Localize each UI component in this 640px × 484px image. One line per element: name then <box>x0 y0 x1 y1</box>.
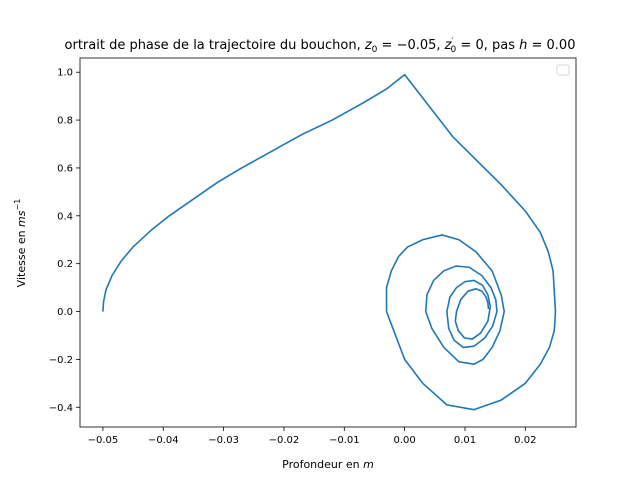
y-tick-label: 0.0 <box>57 307 73 318</box>
x-tick-label: −0.03 <box>208 435 239 446</box>
x-axis-label: Profondeur en m <box>282 458 374 471</box>
x-tick-label: 0.00 <box>393 435 415 446</box>
x-axis-ticks: −0.05 −0.04 −0.03 −0.02 −0.01 0.00 0.01 0.02 <box>88 427 536 446</box>
y-tick-label: −0.4 <box>49 403 73 414</box>
y-tick-label: 0.4 <box>57 211 73 222</box>
x-tick-label: −0.05 <box>88 435 119 446</box>
chart-title: ortrait de phase de la trajectoire du bo… <box>65 37 576 55</box>
x-tick-label: −0.02 <box>269 435 300 446</box>
y-axis-ticks: −0.4 −0.2 0.0 0.2 0.4 0.6 0.8 1.0 <box>49 68 80 414</box>
y-tick-label: 0.2 <box>57 259 73 270</box>
x-tick-label: 0.01 <box>454 435 476 446</box>
trajectory-line <box>102 73 557 411</box>
y-tick-label: −0.2 <box>49 355 73 366</box>
x-tick-label: −0.04 <box>148 435 179 446</box>
y-tick-label: 1.0 <box>57 68 73 79</box>
y-axis-label: Vitesse en ms−1 <box>13 199 28 288</box>
legend-box <box>556 64 570 76</box>
plot-frame <box>79 57 577 428</box>
x-tick-label: 0.02 <box>514 435 536 446</box>
y-tick-label: 0.6 <box>57 163 73 174</box>
x-tick-label: −0.01 <box>329 435 360 446</box>
y-tick-label: 0.8 <box>57 116 73 127</box>
